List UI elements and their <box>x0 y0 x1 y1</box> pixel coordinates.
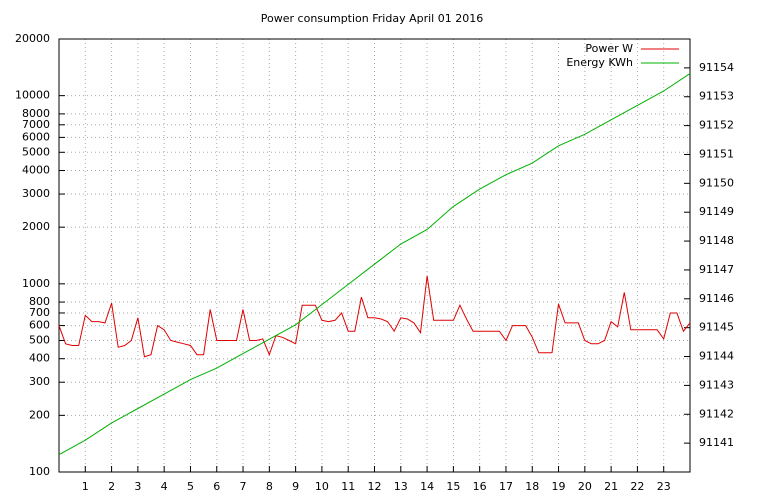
x-tick-label: 14 <box>420 480 434 493</box>
x-tick-label: 3 <box>134 480 141 493</box>
x-tick-label: 9 <box>292 480 299 493</box>
x-tick-label: 13 <box>394 480 408 493</box>
y-tick-label: 8000 <box>22 107 50 120</box>
y2-tick-label: 91145 <box>699 321 734 334</box>
x-tick-label: 21 <box>604 480 618 493</box>
legend-label: Power W <box>585 42 633 55</box>
plot-frame <box>58 38 691 473</box>
x-tick-label: 12 <box>368 480 382 493</box>
y2-tick-label: 91144 <box>699 350 734 363</box>
y2-tick-label: 91150 <box>699 176 734 189</box>
y2-tick-label: 91153 <box>699 90 734 103</box>
x-tick-label: 7 <box>240 480 247 493</box>
y2-tick-label: 91151 <box>699 147 734 160</box>
y-tick-label: 7000 <box>22 118 50 131</box>
series-line <box>58 73 691 456</box>
y-tick-label: 5000 <box>22 145 50 158</box>
x-tick-label: 8 <box>266 480 273 493</box>
y2-tick-label: 91147 <box>699 263 734 276</box>
x-tick-label: 15 <box>446 480 460 493</box>
chart-title: Power consumption Friday April 01 2016 <box>261 12 483 25</box>
x-tick-label: 17 <box>499 480 513 493</box>
y2-tick-label: 91141 <box>699 436 734 449</box>
y2-tick-label: 91154 <box>699 61 734 74</box>
y2-tick-label: 91142 <box>699 407 734 420</box>
y-tick-label: 600 <box>29 319 50 332</box>
x-tick-label: 4 <box>161 480 168 493</box>
y-tick-label: 10000 <box>15 89 50 102</box>
y2-tick-label: 91152 <box>699 119 734 132</box>
y-tick-label: 300 <box>29 375 50 388</box>
series-line <box>58 275 691 358</box>
y-tick-label: 6000 <box>22 130 50 143</box>
y2-tick-label: 91143 <box>699 378 734 391</box>
y2-tick-label: 91146 <box>699 292 734 305</box>
y-tick-label: 200 <box>29 408 50 421</box>
y-tick-label: 3000 <box>22 187 50 200</box>
y2-tick-label: 91149 <box>699 205 734 218</box>
y-tick-label: 100 <box>29 465 50 478</box>
y-tick-label: 700 <box>29 306 50 319</box>
x-tick-label: 22 <box>630 480 644 493</box>
x-tick-label: 20 <box>578 480 592 493</box>
y-tick-label: 4000 <box>22 164 50 177</box>
x-tick-label: 10 <box>315 480 329 493</box>
y-tick-label: 400 <box>29 352 50 365</box>
legend-label: Energy KWh <box>566 56 633 69</box>
x-tick-label: 6 <box>213 480 220 493</box>
x-tick-label: 1 <box>82 480 89 493</box>
x-tick-label: 18 <box>525 480 539 493</box>
x-tick-label: 5 <box>187 480 194 493</box>
y-tick-label: 2000 <box>22 220 50 233</box>
y-tick-label: 20000 <box>15 32 50 45</box>
x-tick-label: 2 <box>108 480 115 493</box>
x-tick-label: 19 <box>552 480 566 493</box>
y-tick-label: 1000 <box>22 277 50 290</box>
y-tick-label: 500 <box>29 333 50 346</box>
x-tick-label: 16 <box>473 480 487 493</box>
y-tick-label: 800 <box>29 295 50 308</box>
x-tick-label: 11 <box>341 480 355 493</box>
y2-tick-label: 91148 <box>699 234 734 247</box>
x-tick-label: 23 <box>657 480 671 493</box>
